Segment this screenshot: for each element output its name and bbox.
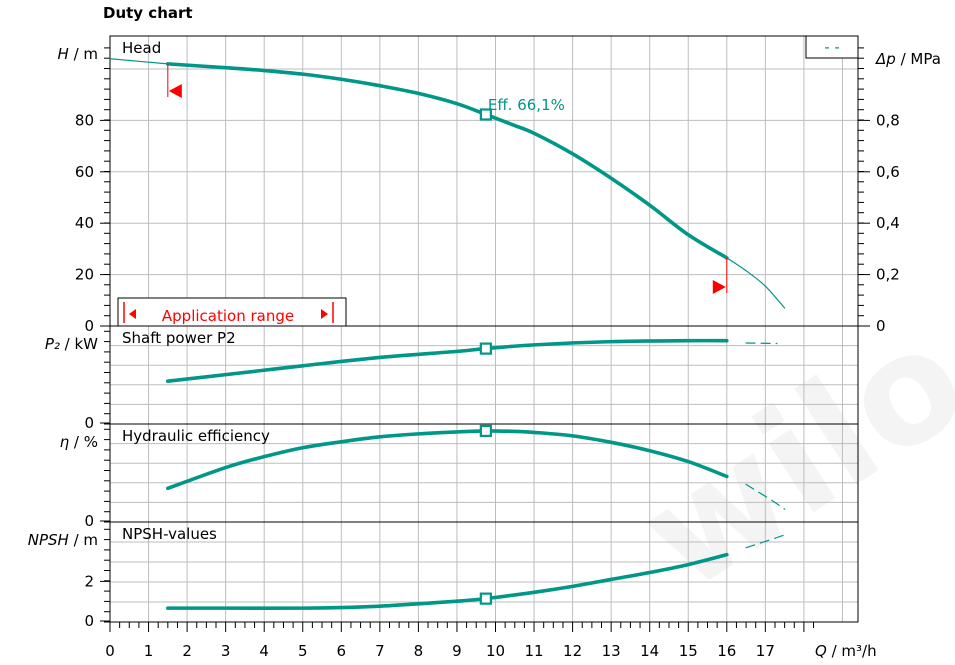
panel-title-head: Head bbox=[122, 39, 161, 57]
series-head-extension bbox=[726, 257, 786, 309]
application-range-label: Application range bbox=[162, 307, 294, 325]
x-tick-label: 6 bbox=[337, 642, 347, 660]
x-axis-label: Q / m³/h bbox=[815, 642, 877, 660]
x-tick-label: 13 bbox=[602, 642, 621, 660]
application-range-box bbox=[117, 297, 347, 327]
x-tick-label: 2 bbox=[182, 642, 192, 660]
range-start-arrow bbox=[168, 84, 182, 98]
bep-marker-power bbox=[479, 342, 492, 355]
y2-tick-label: 0,2 bbox=[876, 266, 900, 284]
x-tick-label: 12 bbox=[563, 642, 582, 660]
x-tick-label: 15 bbox=[679, 642, 698, 660]
y-axis-label-power: P₂ / kW bbox=[45, 335, 98, 353]
bep-marker-efficiency bbox=[479, 424, 492, 438]
x-tick-label: 14 bbox=[640, 642, 659, 660]
bep-marker-head bbox=[479, 108, 492, 121]
y-axis-label-head: H / m bbox=[58, 45, 98, 63]
range-box-left-arrow bbox=[129, 309, 136, 319]
panel-frame bbox=[109, 521, 859, 623]
x-tick-label: 3 bbox=[221, 642, 231, 660]
y2-axis-label: Δp / MPa bbox=[875, 50, 941, 68]
y-tick-label: 80 bbox=[75, 111, 94, 129]
y-tick-label: 60 bbox=[75, 163, 94, 181]
legend-entry: - - bbox=[824, 38, 840, 56]
y-tick-label: 2 bbox=[84, 572, 94, 590]
series-efficiency-curve bbox=[166, 429, 729, 491]
y-tick-label: 0 bbox=[84, 612, 94, 630]
y-axis-label-efficiency: η / % bbox=[60, 433, 98, 451]
series-head-curve bbox=[166, 62, 729, 260]
panel-title-npsh: NPSH-values bbox=[122, 525, 217, 543]
y-tick-label: 0 bbox=[84, 317, 94, 335]
x-tick-label: 16 bbox=[717, 642, 736, 660]
y-axis-label-npsh: NPSH / m bbox=[28, 531, 98, 549]
x-tick-label: 0 bbox=[105, 642, 115, 660]
series-power-curve bbox=[166, 338, 729, 383]
y2-tick-label: 0,4 bbox=[876, 214, 900, 232]
x-tick-label: 4 bbox=[259, 642, 269, 660]
x-tick-label: 11 bbox=[525, 642, 544, 660]
series-npsh-extension bbox=[745, 534, 786, 549]
series-npsh-curve bbox=[166, 552, 729, 610]
series-head-extension bbox=[109, 58, 169, 65]
y-tick-label: 0 bbox=[84, 414, 94, 432]
x-tick-label: 9 bbox=[452, 642, 462, 660]
x-tick-label: 8 bbox=[414, 642, 424, 660]
y-tick-label: 20 bbox=[75, 266, 94, 284]
panel-frame bbox=[109, 35, 859, 327]
x-tick-label: 5 bbox=[298, 642, 308, 660]
y-tick-label: 40 bbox=[75, 214, 94, 232]
chart-title: Duty chart bbox=[103, 4, 193, 22]
y2-tick-label: 0,6 bbox=[876, 163, 900, 181]
x-tick-label: 17 bbox=[756, 642, 775, 660]
panel-title-efficiency: Hydraulic efficiency bbox=[122, 427, 270, 445]
x-tick-label: 1 bbox=[144, 642, 154, 660]
range-box-right-arrow bbox=[321, 309, 328, 319]
series-efficiency-extension bbox=[745, 483, 786, 510]
panel-title-power: Shaft power P2 bbox=[122, 329, 236, 347]
efficiency-label: Eff. 66,1% bbox=[488, 96, 565, 114]
x-tick-label: 7 bbox=[375, 642, 385, 660]
bep-marker-npsh bbox=[479, 592, 492, 605]
range-end-arrow bbox=[712, 280, 726, 294]
legend-box bbox=[805, 35, 859, 59]
x-tick-label: 10 bbox=[486, 642, 505, 660]
y2-tick-label: 0 bbox=[876, 317, 886, 335]
y-tick-label: 0 bbox=[84, 512, 94, 530]
y2-tick-label: 0,8 bbox=[876, 111, 900, 129]
